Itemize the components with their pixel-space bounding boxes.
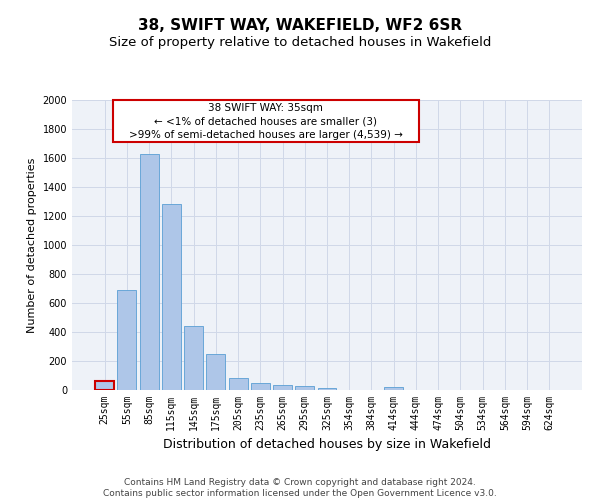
Bar xyxy=(384,388,403,390)
Text: 38 SWIFT WAY: 35sqm: 38 SWIFT WAY: 35sqm xyxy=(208,104,323,114)
Bar xyxy=(95,382,114,390)
Bar xyxy=(317,388,337,390)
Bar xyxy=(273,385,292,390)
Bar xyxy=(229,378,248,390)
Text: Contains HM Land Registry data © Crown copyright and database right 2024.
Contai: Contains HM Land Registry data © Crown c… xyxy=(103,478,497,498)
Bar xyxy=(113,100,419,142)
X-axis label: Distribution of detached houses by size in Wakefield: Distribution of detached houses by size … xyxy=(163,438,491,452)
Bar xyxy=(206,354,225,390)
Text: ← <1% of detached houses are smaller (3): ← <1% of detached houses are smaller (3) xyxy=(154,117,377,127)
Text: 38, SWIFT WAY, WAKEFIELD, WF2 6SR: 38, SWIFT WAY, WAKEFIELD, WF2 6SR xyxy=(138,18,462,32)
Bar xyxy=(140,154,158,390)
Bar xyxy=(184,326,203,390)
Bar xyxy=(162,204,181,390)
Text: Size of property relative to detached houses in Wakefield: Size of property relative to detached ho… xyxy=(109,36,491,49)
Text: >99% of semi-detached houses are larger (4,539) →: >99% of semi-detached houses are larger … xyxy=(129,130,403,140)
Bar xyxy=(118,290,136,390)
Y-axis label: Number of detached properties: Number of detached properties xyxy=(27,158,37,332)
Bar xyxy=(251,383,270,390)
Bar xyxy=(295,386,314,390)
